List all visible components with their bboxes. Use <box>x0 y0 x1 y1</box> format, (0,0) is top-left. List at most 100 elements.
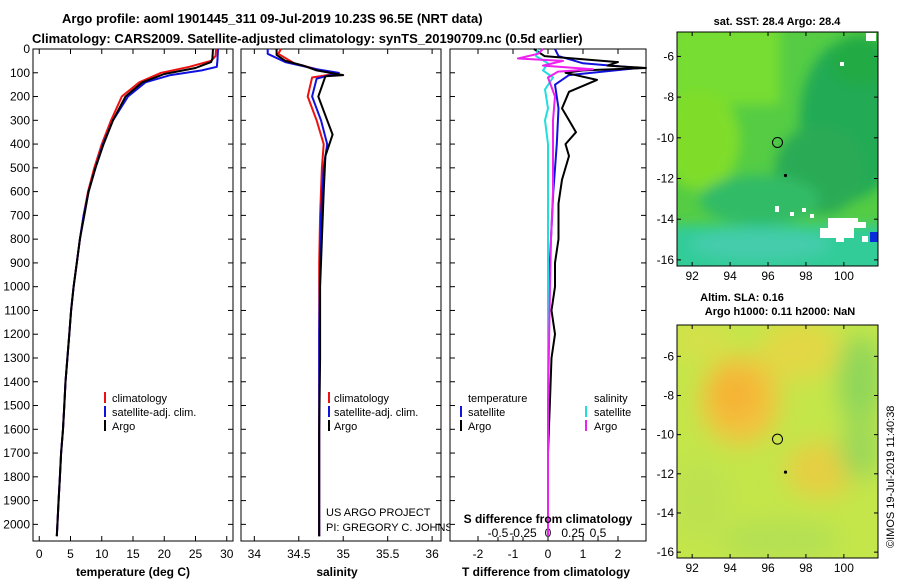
sla-map-panel: Altim. SLA: 0.16 Argo h1000: 0.11 h2000:… <box>657 292 879 575</box>
legend-swatch-climatology <box>104 392 106 403</box>
sla-field-patches <box>677 325 878 558</box>
salinity-x-axis: 34 34.5 35 35.5 36 <box>248 49 439 561</box>
sla-map-axes: 92 94 96 98 100 -6 -8 -10 -12 -14 -16 <box>657 325 878 575</box>
legend-swatch-s-satellite <box>585 406 587 417</box>
difference-legend: temperature satellite Argo salinity sate… <box>460 393 631 433</box>
sst-profile-marker <box>772 136 788 178</box>
map-x-tick-label: 92 <box>685 269 699 283</box>
map-x-tick-label: 100 <box>834 269 854 283</box>
y-tick-label: 600 <box>10 185 30 199</box>
y-tick-label: 500 <box>10 161 30 175</box>
legend-label-satellite: satellite-adj. clim. <box>334 407 418 419</box>
salinity-series <box>266 48 345 537</box>
legend-label-t-satellite: satellite <box>468 407 505 419</box>
series-line-argo <box>55 48 214 537</box>
difference-panel: -2 -1 0 1 2 -0.5 -0.25 0 0.25 0.5 S difference f… <box>449 48 647 579</box>
legend-label-argo: Argo <box>112 421 135 433</box>
sst-missing-cell <box>858 222 866 228</box>
legend-swatch-satellite <box>328 406 330 417</box>
y-tick-label: 700 <box>10 208 30 222</box>
sst-missing-cell <box>820 228 854 238</box>
legend-swatch-t-satellite <box>460 406 462 417</box>
map-x-tick-label: 96 <box>761 269 775 283</box>
legend-label-satellite: satellite-adj. clim. <box>112 407 196 419</box>
difference-y-ticks <box>450 48 646 525</box>
legend-swatch-satellite <box>104 406 106 417</box>
salinity-panel: 34 34.5 35 35.5 36 salinity climatology sate… <box>240 48 469 579</box>
x-tick-label: 36 <box>425 547 439 561</box>
y-tick-label: 300 <box>10 113 30 127</box>
legend-label-argo: Argo <box>334 421 357 433</box>
x-tick-label: 0 <box>545 547 552 561</box>
y-tick-label: 1100 <box>4 303 30 317</box>
legend-swatch-argo <box>104 420 106 431</box>
difference-xlabel: T difference from climatology <box>462 565 630 579</box>
x-tick-label: 34 <box>248 547 262 561</box>
y-tick-label: 1200 <box>3 327 30 341</box>
legend-swatch-s-argo <box>585 420 587 431</box>
temperature-x-axis: 0 5 10 15 20 25 30 <box>36 49 234 561</box>
map-x-tick-label: 94 <box>723 561 737 575</box>
profile-location-circle <box>772 433 783 445</box>
legend-label-climatology: climatology <box>334 393 390 405</box>
sst-missing-cell <box>840 62 844 66</box>
x-tick-label: 30 <box>220 547 234 561</box>
sla-profile-marker <box>772 433 788 474</box>
float-track-dot <box>783 173 788 178</box>
series-line-s-satellite <box>535 48 554 537</box>
map-x-tick-label: 100 <box>834 561 854 575</box>
legend-label-s-satellite: satellite <box>594 407 631 419</box>
sla-map-subtitle: Argo h1000: 0.11 h2000: NaN <box>705 306 855 318</box>
map-y-tick-label: -16 <box>657 253 675 267</box>
x-tick-label: 10 <box>95 547 109 561</box>
sst-map-frame <box>676 31 879 267</box>
s-tick-label: 0.5 <box>590 526 607 540</box>
sst-warm-cell <box>870 232 878 242</box>
sst-missing-cell <box>862 236 868 242</box>
map-y-tick-label: -8 <box>663 388 674 402</box>
sst-map-panel: sat. SST: 28.4 Argo: 28.4 <box>657 16 879 283</box>
y-tick-label: 2000 <box>3 517 30 531</box>
series-line-argo <box>275 49 345 537</box>
s-tick-label: -0.25 <box>509 526 537 540</box>
temperature-series <box>55 48 219 537</box>
map-x-tick-label: 92 <box>685 561 699 575</box>
map-y-tick-label: -12 <box>657 467 675 481</box>
temperature-legend: climatology satellite-adj. clim. Argo <box>104 392 196 433</box>
sst-missing-cell <box>836 238 844 242</box>
legend-swatch-t-argo <box>460 420 462 431</box>
x-tick-label: 25 <box>189 547 203 561</box>
map-x-tick-label: 98 <box>799 561 813 575</box>
salinity-y-ticks <box>241 48 441 525</box>
x-tick-label: 15 <box>126 547 140 561</box>
temperature-xlabel: temperature (deg C) <box>76 565 190 579</box>
y-tick-label: 1800 <box>3 470 30 484</box>
y-tick-label: 1600 <box>3 422 30 436</box>
legend-swatch-argo <box>328 420 330 431</box>
legend-label-s-argo: Argo <box>594 421 617 433</box>
difference-series <box>517 48 647 537</box>
x-tick-label: -2 <box>473 547 484 561</box>
map-y-tick-label: -14 <box>657 506 675 520</box>
map-y-tick-label: -10 <box>657 428 675 442</box>
x-tick-label: 34.5 <box>287 547 311 561</box>
map-x-tick-label: 98 <box>799 269 813 283</box>
y-tick-label: 100 <box>10 66 30 80</box>
x-tick-label: 1 <box>580 547 587 561</box>
y-tick-label: 1700 <box>3 446 30 460</box>
map-y-tick-label: -12 <box>657 172 675 186</box>
sst-missing-cell <box>828 218 858 228</box>
sla-map-field <box>677 325 878 558</box>
x-tick-label: 35.5 <box>376 547 400 561</box>
sla-map-frame <box>676 324 879 559</box>
temperature-axes-frame <box>32 48 234 542</box>
sst-missing-cell <box>866 33 876 41</box>
s-tick-label: 0.25 <box>561 526 585 540</box>
float-track-dot <box>783 470 788 474</box>
salinity-xlabel: salinity <box>316 565 358 579</box>
x-tick-label: 0 <box>36 547 43 561</box>
s-tick-label: -0.5 <box>488 526 509 540</box>
sst-missing-cell <box>790 212 794 216</box>
y-tick-label: 1000 <box>3 280 30 294</box>
legend-swatch-climatology <box>328 392 330 403</box>
